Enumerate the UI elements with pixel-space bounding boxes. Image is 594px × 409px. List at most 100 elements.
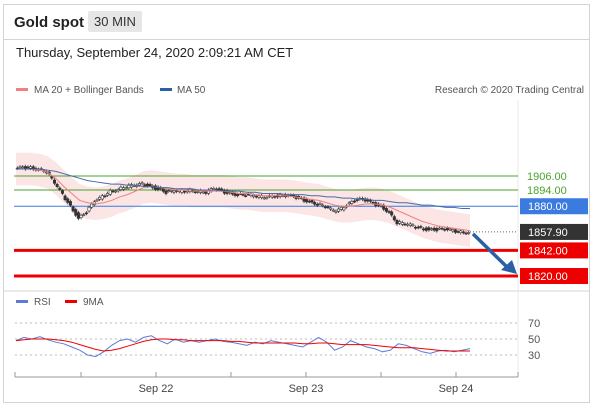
candle-body xyxy=(430,228,434,231)
candle-body xyxy=(148,183,152,186)
ma50-line xyxy=(16,168,470,210)
ma50-legend-swatch xyxy=(160,88,172,91)
candle-body xyxy=(453,229,457,233)
candle-body xyxy=(326,206,330,209)
candle-body xyxy=(437,227,441,230)
candle-body xyxy=(448,228,452,231)
candle-body xyxy=(68,201,72,206)
candle-body xyxy=(321,204,325,207)
candle-body xyxy=(74,209,78,216)
candle-body xyxy=(329,207,333,210)
x-tick-label: Sep 24 xyxy=(439,383,474,395)
candle-body xyxy=(464,232,468,235)
candle-body xyxy=(79,214,83,218)
candle-body xyxy=(392,216,396,221)
candle-body xyxy=(451,229,455,232)
candle-body xyxy=(342,207,346,211)
candle-body xyxy=(398,221,402,224)
rsi-legend-label: RSI xyxy=(34,297,51,308)
candle-body xyxy=(406,223,410,226)
candle-body xyxy=(204,191,208,194)
candle-body xyxy=(445,227,449,231)
level-tag-1842.00 xyxy=(520,242,588,259)
candle-body xyxy=(257,195,261,198)
candle-body xyxy=(236,194,240,197)
candle-body xyxy=(440,227,444,230)
current-price-tag xyxy=(520,223,588,240)
candle-body xyxy=(252,194,256,198)
level-label-1842.00: 1842.00 xyxy=(528,245,568,257)
candle-body xyxy=(140,182,144,185)
candle-body xyxy=(76,212,80,219)
candle-body xyxy=(212,188,216,190)
candle-body xyxy=(350,201,354,204)
candle-body xyxy=(384,208,388,212)
projection-arrow-shaft xyxy=(471,232,510,270)
candle-body xyxy=(390,211,394,216)
candle-body xyxy=(217,188,221,190)
candle-body xyxy=(331,209,335,212)
ma9-legend-label: 9MA xyxy=(83,297,104,308)
ma50-legend-label: MA 50 xyxy=(177,85,206,96)
candle-body xyxy=(265,196,269,199)
candle-body xyxy=(50,176,54,179)
rsi-legend: RSI 9MA xyxy=(16,297,104,308)
rsi-tick-50: 50 xyxy=(528,334,540,346)
ma9-line xyxy=(15,338,470,352)
candle-body xyxy=(456,231,460,233)
candle-body xyxy=(114,190,118,193)
ma20-legend-swatch xyxy=(16,88,28,91)
projection-arrow-head xyxy=(501,260,517,274)
candle-body xyxy=(337,208,341,212)
timeframe-badge[interactable]: 30 MIN xyxy=(88,11,142,32)
candle-body xyxy=(424,227,428,231)
candle-body xyxy=(100,195,104,200)
candle-body xyxy=(167,190,171,192)
candle-body xyxy=(310,200,314,203)
candle-body xyxy=(60,190,64,194)
ma20-legend-label: MA 20 + Bollinger Bands xyxy=(34,85,144,96)
candle-body xyxy=(111,190,115,193)
candle-body xyxy=(161,188,165,192)
candle-body xyxy=(461,231,465,234)
candle-body xyxy=(220,188,224,191)
chart-header: Gold spot 30 MIN xyxy=(4,5,589,40)
candle-body xyxy=(307,200,311,203)
candle-body xyxy=(416,226,420,229)
candle-body xyxy=(63,195,67,201)
candle-body xyxy=(193,191,197,194)
rsi-legend-swatch xyxy=(16,300,28,303)
candle-body xyxy=(95,199,99,202)
candle-body xyxy=(353,200,357,203)
candle-body xyxy=(432,227,436,231)
candle-body xyxy=(262,197,266,200)
candle-body xyxy=(185,190,189,193)
candle-body xyxy=(183,190,187,193)
candle-body xyxy=(443,229,447,231)
candle-body xyxy=(334,210,338,213)
candle-body xyxy=(71,206,75,212)
x-tick-label: Sep 23 xyxy=(289,383,324,395)
level-label-1880.00: 1880.00 xyxy=(528,201,568,213)
candle-body xyxy=(305,198,309,203)
ma20-line xyxy=(16,168,471,232)
candle-body xyxy=(90,203,94,208)
candle-body xyxy=(313,202,317,205)
candle-body xyxy=(164,190,168,194)
candle-body xyxy=(400,222,404,225)
candle-body xyxy=(169,189,173,192)
candle-body xyxy=(137,183,141,186)
candle-body xyxy=(315,203,319,206)
price-candles xyxy=(15,164,471,235)
candle-body xyxy=(55,183,59,187)
candle-body xyxy=(98,196,102,200)
candle-body xyxy=(387,211,391,213)
level-label-1820.00: 1820.00 xyxy=(528,271,568,283)
current-price-label: 1857.90 xyxy=(528,227,568,239)
chart-frame xyxy=(3,4,590,403)
price-legend: MA 20 + Bollinger Bands MA 50 Research ©… xyxy=(16,85,584,96)
candle-body xyxy=(403,223,407,226)
candle-body xyxy=(419,226,423,228)
candle-body xyxy=(318,203,322,205)
